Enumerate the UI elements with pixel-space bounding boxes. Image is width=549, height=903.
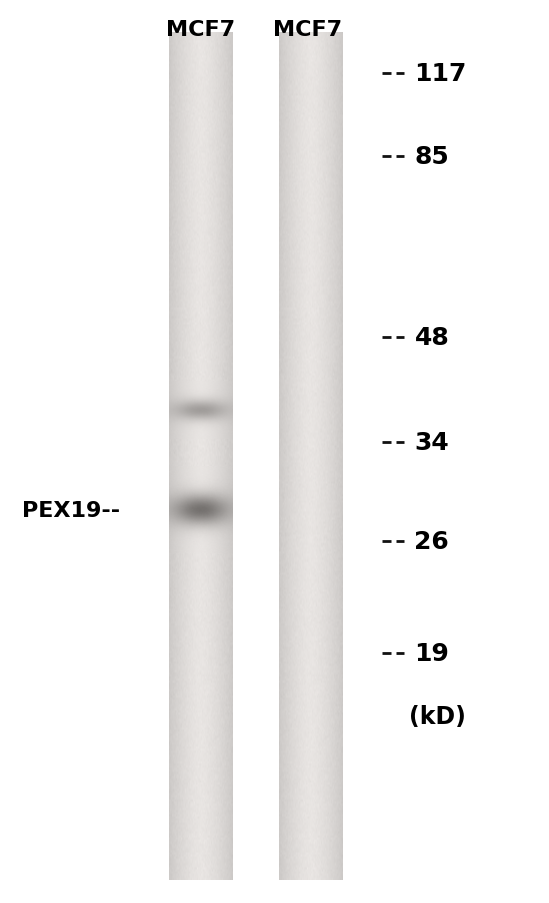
Text: 26: 26 bbox=[414, 530, 449, 554]
Text: MCF7: MCF7 bbox=[273, 20, 342, 40]
Text: 117: 117 bbox=[414, 62, 467, 86]
Text: 85: 85 bbox=[414, 145, 449, 169]
Text: 34: 34 bbox=[414, 431, 449, 454]
Text: MCF7: MCF7 bbox=[166, 20, 235, 40]
Text: (kD): (kD) bbox=[409, 704, 466, 728]
Text: PEX19--: PEX19-- bbox=[22, 500, 120, 520]
Text: 19: 19 bbox=[414, 641, 450, 665]
Text: 48: 48 bbox=[414, 326, 449, 349]
